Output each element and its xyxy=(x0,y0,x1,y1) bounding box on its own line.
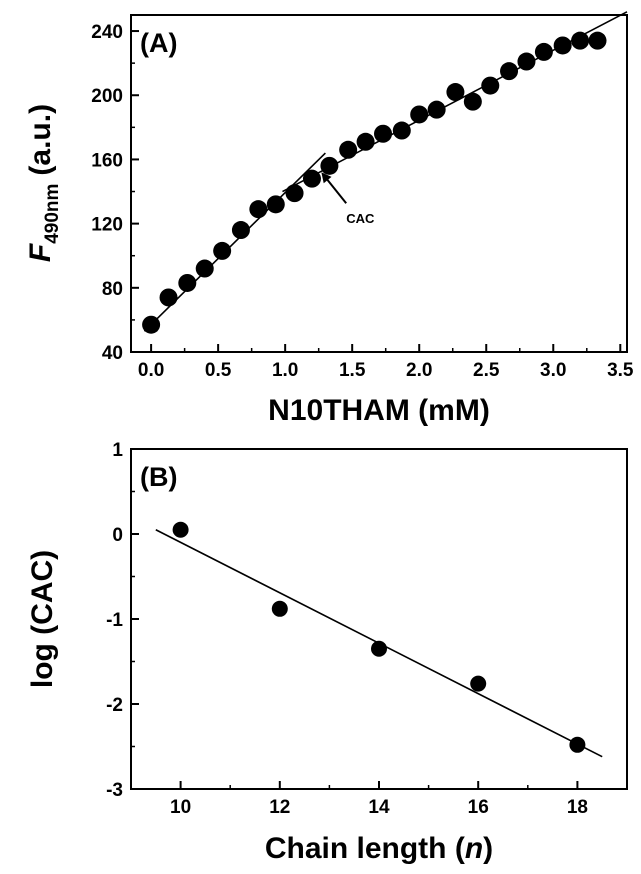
data-point xyxy=(172,521,189,538)
panel-a-x-axis-title: N10THAM (mM) xyxy=(268,394,490,427)
panel-a-y-axis-title: F490nm (a.u.) xyxy=(24,104,63,262)
data-point xyxy=(517,52,536,71)
y-tick-label: 160 xyxy=(91,150,123,171)
panel-b-data-points xyxy=(172,521,586,753)
data-point xyxy=(178,273,197,292)
y-tick-label: 40 xyxy=(102,343,123,364)
data-point xyxy=(481,76,500,95)
panel-b-label: (B) xyxy=(140,462,177,492)
panel-b-x-axis-prefix: Chain length ( xyxy=(265,832,465,865)
x-tick-label: 3.5 xyxy=(607,360,634,381)
data-point xyxy=(339,140,358,159)
data-point xyxy=(427,100,446,119)
x-tick-label: 16 xyxy=(468,797,489,818)
data-point xyxy=(356,132,375,151)
x-tick-label: 1.0 xyxy=(272,360,298,381)
panel-a-chart: 0.0 0.5 1.0 1.5 2.0 2.5 3.0 3.5 40 80 120 160 200 240… xyxy=(24,11,634,427)
panel-a-fit-lines xyxy=(143,11,628,332)
y-tick-label: 0 xyxy=(112,525,123,546)
data-point xyxy=(410,105,429,124)
panel-a-annotation: CAC xyxy=(321,172,375,226)
data-point xyxy=(371,640,387,657)
data-point xyxy=(553,36,572,55)
x-tick-label: 2.5 xyxy=(473,360,500,381)
data-point xyxy=(159,288,178,307)
y-tick-label: 80 xyxy=(102,279,123,300)
data-point xyxy=(569,736,586,753)
annotation-arrow-shaft xyxy=(324,176,347,204)
panel-b-x-axis-var: n xyxy=(465,832,483,865)
data-point xyxy=(231,221,250,240)
x-tick-label: 0.0 xyxy=(138,360,164,381)
data-point xyxy=(213,241,232,260)
annotation-label: CAC xyxy=(346,211,375,226)
data-point xyxy=(320,156,339,175)
data-point xyxy=(500,62,519,81)
panel-a-plot-frame xyxy=(130,14,628,353)
x-tick-label: 14 xyxy=(368,797,390,818)
y-tick-label: 120 xyxy=(91,215,123,236)
y-tick-label: 240 xyxy=(91,22,123,43)
panel-b-x-axis-suffix: ) xyxy=(483,832,493,865)
panel-b-ticks: 10 12 14 16 18 -3 -2 -1 0 1 xyxy=(106,440,628,818)
data-point xyxy=(392,121,411,140)
data-point xyxy=(588,31,607,50)
data-point xyxy=(446,83,465,102)
x-tick-label: 2.0 xyxy=(406,360,432,381)
y-tick-label: -1 xyxy=(106,610,123,631)
panel-a-y-axis-main: F xyxy=(24,243,57,262)
data-point xyxy=(142,315,161,334)
data-point xyxy=(302,169,321,188)
data-point xyxy=(195,259,214,278)
panel-a-y-axis-unit: (a.u.) xyxy=(24,104,57,176)
panel-b-y-axis-title: log (CAC) xyxy=(26,550,59,688)
data-point xyxy=(266,195,285,214)
data-point xyxy=(470,675,487,692)
data-point xyxy=(534,42,553,61)
y-tick-label: 200 xyxy=(91,86,123,107)
panel-b-x-axis-title: Chain length (n) xyxy=(265,832,493,865)
y-tick-label: -2 xyxy=(106,695,123,716)
data-point xyxy=(271,600,288,617)
x-tick-label: 12 xyxy=(269,797,290,818)
annotation-arrow-head xyxy=(321,172,332,184)
panel-b-chart: 10 12 14 16 18-3-2-101 (B) Chain length (n) … xyxy=(26,440,628,865)
panel-a-label: (A) xyxy=(140,28,177,58)
data-point xyxy=(285,184,304,203)
data-point xyxy=(249,200,268,219)
x-tick-label: 0.5 xyxy=(205,360,232,381)
panel-a-ticks: 0.0 0.5 1.0 1.5 2.0 2.5 3.0 3.5 40 80 120 160 200 240 xyxy=(91,22,634,381)
data-point xyxy=(374,124,393,143)
panel-a-data-points xyxy=(142,31,607,334)
x-tick-label: 1.5 xyxy=(339,360,366,381)
data-point xyxy=(571,31,590,50)
x-tick-label: 18 xyxy=(567,797,588,818)
data-point xyxy=(463,92,482,111)
panel-a-y-axis-sub: 490nm xyxy=(42,184,63,244)
y-tick-label: 1 xyxy=(112,440,123,461)
x-tick-label: 3.0 xyxy=(540,360,566,381)
x-tick-label: 10 xyxy=(170,797,191,818)
panel-b-plot-frame xyxy=(130,448,628,790)
y-tick-label: -3 xyxy=(106,780,123,801)
